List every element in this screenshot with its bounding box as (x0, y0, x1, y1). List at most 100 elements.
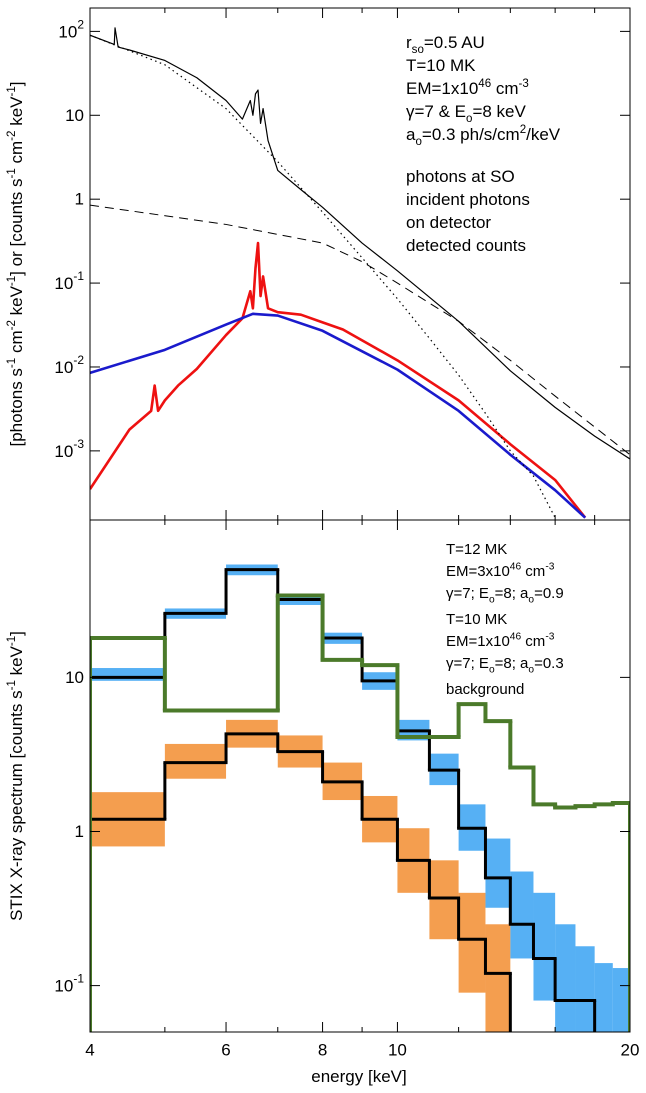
text-part: γ=7; E (446, 655, 489, 672)
spread-band (533, 892, 556, 1001)
legend-label: photons at SO (406, 167, 515, 186)
script-text: 46 (478, 78, 491, 90)
text-part: EM=1x10 (446, 633, 510, 650)
text-part: T=10 MK (446, 611, 507, 628)
y-tick-label: 10 (65, 668, 84, 687)
script-text: o (415, 136, 421, 148)
spread-band (485, 838, 511, 908)
y-tick-label: 10-1 (54, 269, 84, 293)
annotation: γ=7 & Eo=8 keV (406, 102, 526, 125)
text-part: =8; a (495, 585, 529, 602)
x-axis-label: energy [keV] (311, 1067, 406, 1086)
spread-band (458, 892, 486, 993)
x-tick-label: 20 (621, 1041, 640, 1060)
y-tick-label: 10 (65, 106, 84, 125)
spread-band (485, 924, 511, 1032)
text-part: γ=7; E (446, 585, 489, 602)
script-text: -3 (545, 632, 554, 643)
annotation: T=10 MK (406, 56, 476, 75)
plot-area (90, 564, 630, 1032)
tick-base: 10 (54, 441, 73, 460)
y-tick-label: 10-2 (54, 353, 84, 377)
tick-exponent: -3 (73, 437, 84, 451)
script-text: -2 (6, 131, 18, 141)
series-line (90, 204, 630, 456)
text-part: =8 keV (472, 102, 526, 121)
text-part: r (406, 33, 412, 52)
series-line (90, 34, 556, 518)
text-part: a (406, 125, 416, 144)
script-text: -1 (6, 358, 18, 368)
script-text: so (412, 44, 424, 56)
y-tick-label: 1 (75, 190, 84, 209)
spread-band (575, 946, 595, 1032)
x-tick-label: 4 (85, 1041, 94, 1060)
script-text: o (466, 113, 472, 125)
spread-band (594, 963, 613, 1032)
text-part: EM=1x10 (406, 79, 478, 98)
spread-band (429, 860, 459, 940)
text-part: T=12 MK (446, 541, 507, 558)
script-text: o (489, 665, 495, 676)
legend-label: incident photons (406, 190, 530, 209)
script-text: -1 (6, 86, 18, 96)
script-text: -1 (6, 636, 18, 646)
annotation: ao=0.3 ph/s/cm2/keV (406, 124, 561, 148)
text-part: T=10 MK (406, 56, 476, 75)
tick-exponent: -2 (73, 353, 84, 367)
script-text: -1 (6, 276, 18, 286)
script-text: o (489, 595, 495, 606)
script-text: -2 (6, 320, 18, 330)
plot-area (90, 27, 630, 519)
script-text: 46 (510, 632, 522, 643)
script-text: -1 (6, 680, 18, 690)
script-text: -1 (6, 168, 18, 178)
text-part: γ=7 & E (406, 102, 466, 121)
legend-label: γ=7; Eo=8; ao=0.9 (446, 585, 564, 606)
series-line (90, 312, 587, 519)
legend-label: background (446, 681, 524, 698)
spread-band (510, 871, 534, 959)
series-line (90, 27, 630, 460)
script-text: o (528, 595, 534, 606)
text-part: =0.5 AU (424, 33, 485, 52)
text-part: cm (521, 633, 545, 650)
text-part: ] (7, 631, 26, 636)
y-tick-label: 102 (58, 17, 84, 41)
text-part: cm (491, 79, 518, 98)
text-part: cm (521, 563, 545, 580)
text-part: EM=3x10 (446, 563, 510, 580)
spread-band (90, 668, 165, 681)
y-axis-label: [photons s-1 cm-2 keV-1] or [counts s-1 … (6, 81, 26, 446)
tick-base: 10 (58, 22, 77, 41)
x-tick-label: 10 (388, 1041, 407, 1060)
text-part: keV (7, 285, 26, 320)
y-axis-label: STIX X-ray spectrum [counts s-1 keV-1] (6, 631, 26, 921)
series-line (90, 241, 587, 519)
legend-label: EM=3x1046 cm-3 (446, 562, 555, 580)
text-part: =0.3 (534, 655, 564, 672)
text-part: /keV (526, 125, 561, 144)
y-tick-label: 10-1 (54, 972, 84, 996)
text-part: keV (7, 645, 26, 680)
tick-exponent: -1 (73, 269, 84, 283)
legend-label: T=10 MK (446, 611, 507, 628)
legend-label: detected counts (406, 236, 526, 255)
text-part: keV (7, 96, 26, 131)
script-text: 46 (510, 562, 522, 573)
legend-label: γ=7; Eo=8; ao=0.3 (446, 655, 564, 676)
tick-base: 10 (54, 274, 73, 293)
y-tick-label: 1 (75, 822, 84, 841)
text-part: STIX X-ray spectrum [counts s (7, 690, 26, 921)
x-tick-label: 8 (318, 1041, 327, 1060)
legend-label: on detector (406, 213, 491, 232)
tick-exponent: 2 (77, 17, 84, 31)
spread-band (612, 968, 630, 1032)
tick-base: 10 (54, 976, 73, 995)
text-part: =0.9 (534, 585, 564, 602)
text-part: [photons s (7, 368, 26, 446)
spread-band (555, 924, 576, 1032)
annotation: EM=1x1046 cm-3 (406, 78, 529, 98)
plot-frame (89, 519, 631, 1033)
